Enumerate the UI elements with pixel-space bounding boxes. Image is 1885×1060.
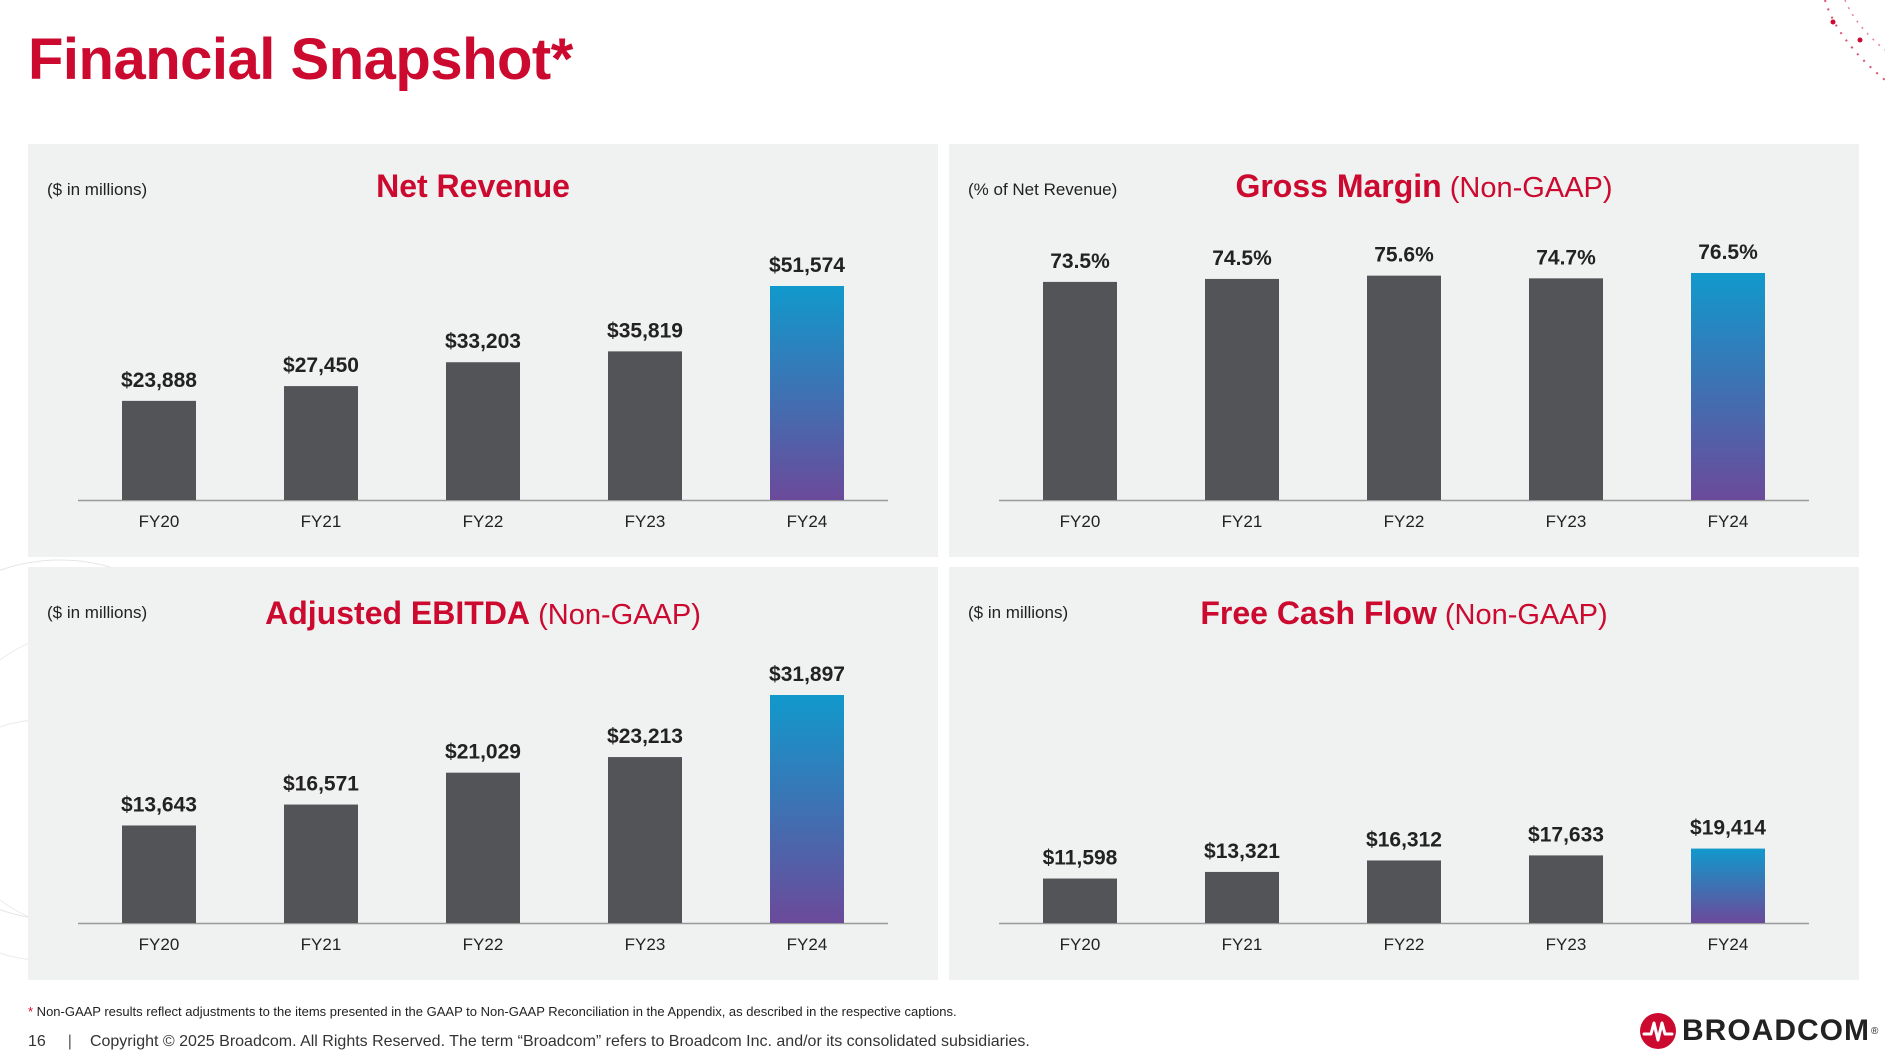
data-label-fy23: 74.7%: [1536, 246, 1596, 269]
bar-fy22: [1367, 275, 1441, 500]
data-label-fy24: 76.5%: [1698, 241, 1758, 264]
chart-title-main: Adjusted EBITDA: [265, 595, 531, 631]
data-label-fy24: $51,574: [769, 254, 845, 277]
bar-fy23: [608, 351, 682, 500]
tick-label-fy23: FY23: [1546, 935, 1587, 954]
broadcom-pulse-icon: [1640, 1013, 1676, 1049]
data-label-fy23: $23,213: [607, 725, 683, 748]
chart-title-sub: (Non-GAAP): [530, 599, 701, 631]
free-cash-flow-panel: ($ in millions) Free Cash Flow (Non-GAAP…: [949, 567, 1859, 980]
adjusted-ebitda-chart: $13,643 FY20 $16,571 FY21 $21,029 FY22 $23,213…: [78, 663, 888, 954]
data-label-fy24: $31,897: [769, 663, 845, 686]
chart-title: Net Revenue: [28, 168, 938, 205]
tick-label-fy20: FY20: [139, 935, 180, 954]
bar-fy21: [284, 386, 358, 500]
unit-note: ($ in millions): [968, 603, 1069, 622]
data-label-fy22: $16,312: [1366, 828, 1442, 851]
data-label-fy21: $16,571: [283, 773, 359, 796]
page-number: 16: [28, 1033, 46, 1050]
bar-fy20: [1043, 878, 1117, 923]
tick-label-fy21: FY21: [1222, 935, 1263, 954]
net-revenue-panel: ($ in millions) Net Revenue $23,888 FY20 $…: [28, 144, 938, 557]
footnote: * Non-GAAP results reflect adjustments t…: [28, 1004, 957, 1019]
adjusted-ebitda-panel: ($ in millions) Adjusted EBITDA (Non-GAA…: [28, 567, 938, 980]
net-revenue-chart: $23,888 FY20 $27,450 FY21 $33,203 FY22 $35,819…: [78, 254, 888, 531]
tick-label-fy20: FY20: [1060, 512, 1101, 531]
bar-fy21: [284, 804, 358, 923]
unit-note: (% of Net Revenue): [968, 180, 1118, 199]
chart-title-main: Gross Margin: [1235, 168, 1442, 204]
data-label-fy23: $35,819: [607, 319, 683, 342]
broadcom-logo: BROADCOM ®: [1640, 1013, 1880, 1049]
bar-fy20: [1043, 281, 1117, 500]
tick-label-fy24: FY24: [787, 512, 828, 531]
tick-label-fy22: FY22: [1384, 935, 1425, 954]
bar-fy21: [1205, 278, 1279, 500]
bar-fy24: [770, 286, 844, 500]
chart-title-main: Free Cash Flow: [1200, 595, 1437, 631]
bar-fy21: [1205, 871, 1279, 923]
tick-label-fy23: FY23: [1546, 512, 1587, 531]
tick-label-fy21: FY21: [301, 935, 342, 954]
data-label-fy22: $21,029: [445, 741, 521, 764]
chart-title-sub: (Non-GAAP): [1436, 599, 1608, 631]
bar-fy22: [446, 772, 520, 923]
data-label-fy23: $17,633: [1528, 823, 1604, 846]
tick-label-fy24: FY24: [787, 935, 828, 954]
bar-fy20: [122, 825, 196, 923]
data-label-fy22: 75.6%: [1374, 244, 1434, 267]
data-label-fy20: $23,888: [121, 369, 197, 392]
registered-mark: ®: [1871, 1025, 1879, 1037]
copyright: Copyright © 2025 Broadcom. All Rights Re…: [89, 1033, 1030, 1050]
tick-label-fy21: FY21: [1222, 512, 1263, 531]
tick-label-fy23: FY23: [625, 512, 666, 531]
brand-name: BROADCOM: [1682, 1014, 1870, 1047]
gross-margin-chart: 73.5% FY20 74.5% FY21 75.6% FY22 74.7% FY23 76.5…: [999, 241, 1809, 531]
tick-label-fy23: FY23: [625, 935, 666, 954]
tick-label-fy22: FY22: [1384, 512, 1425, 531]
data-label-fy22: $33,203: [445, 330, 521, 353]
bar-fy24: [1691, 273, 1765, 500]
free-cash-flow-chart: $11,598 FY20 $13,321 FY21 $16,312 FY22 $17,633…: [999, 817, 1809, 954]
bar-fy23: [1529, 855, 1603, 923]
footer: 16 | Copyright © 2025 Broadcom. All Rights…: [28, 1033, 1030, 1051]
data-label-fy21: $13,321: [1204, 840, 1280, 863]
data-label-fy20: $13,643: [121, 793, 197, 816]
footnote-text: Non-GAAP results reflect adjustments to …: [33, 1004, 957, 1019]
bar-fy24: [770, 695, 844, 923]
chart-title: Free Cash Flow (Non-GAAP): [949, 595, 1859, 632]
bar-fy22: [446, 362, 520, 500]
footnote-star: *: [28, 1004, 34, 1019]
dotted-arc-decoration: [1824, 0, 1885, 81]
chart-title: Adjusted EBITDA (Non-GAAP): [28, 595, 938, 632]
data-label-fy24: $19,414: [1690, 817, 1766, 840]
tick-label-fy22: FY22: [463, 512, 504, 531]
footer-separator: |: [67, 1033, 72, 1050]
tick-label-fy24: FY24: [1708, 512, 1749, 531]
tick-label-fy21: FY21: [301, 512, 342, 531]
unit-note: ($ in millions): [47, 180, 148, 199]
data-label-fy21: $27,450: [283, 354, 359, 377]
bar-fy22: [1367, 860, 1441, 923]
unit-note: ($ in millions): [47, 603, 148, 622]
data-label-fy20: $11,598: [1043, 847, 1118, 870]
data-label-fy21: 74.5%: [1212, 247, 1272, 270]
tick-label-fy20: FY20: [139, 512, 180, 531]
bar-fy24: [1691, 848, 1765, 923]
chart-title: Gross Margin (Non-GAAP): [949, 168, 1859, 205]
bar-fy20: [122, 400, 196, 500]
gross-margin-panel: (% of Net Revenue) Gross Margin (Non-GAA…: [949, 144, 1859, 557]
chart-title-sub: (Non-GAAP): [1441, 172, 1613, 204]
tick-label-fy22: FY22: [463, 935, 504, 954]
page-title: Financial Snapshot*: [28, 27, 573, 92]
data-label-fy20: 73.5%: [1050, 250, 1110, 273]
chart-title-main: Net Revenue: [376, 168, 570, 204]
tick-label-fy24: FY24: [1708, 935, 1749, 954]
bar-fy23: [608, 757, 682, 923]
tick-label-fy20: FY20: [1060, 935, 1101, 954]
bar-fy23: [1529, 278, 1603, 500]
